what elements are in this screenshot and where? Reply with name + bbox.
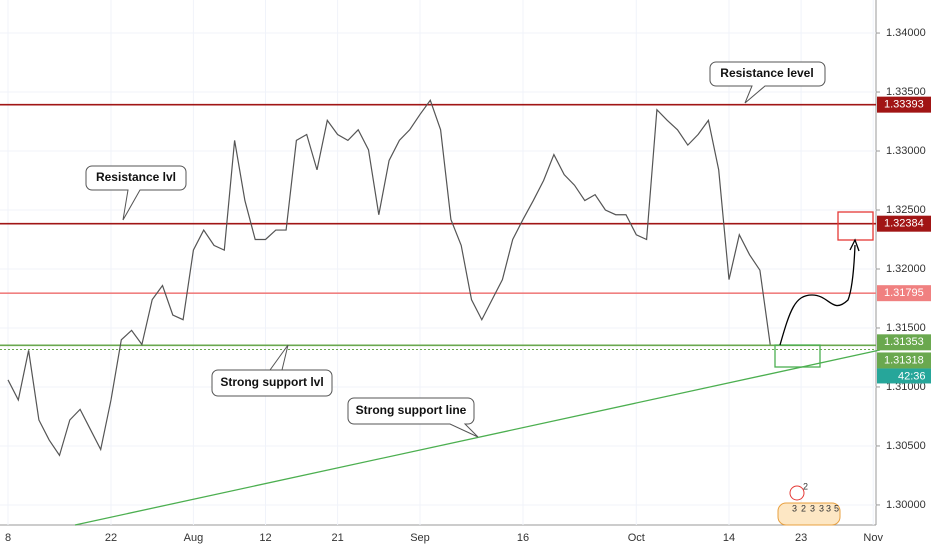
price-tag [877,215,931,232]
callout: Resistance lvl [85,165,187,221]
support-box [774,344,821,368]
price-tag-label: 1.33393 [884,99,924,111]
price-tag [877,334,931,351]
annotation: Strong support line [356,403,467,417]
event-label: 3 [819,503,824,513]
annotation: Resistance level [720,66,813,80]
price-tag-label: 1.31353 [884,336,924,348]
x-tick-label: 21 [331,532,343,544]
callout-box [85,165,187,221]
y-tick-label: 1.33000 [886,145,926,157]
x-tick-label: Sep [410,532,430,544]
y-tick-label: 1.31500 [886,322,926,334]
y-tick-label: 1.30000 [886,499,926,511]
callout-box [709,61,826,104]
y-tick-label: 1.32000 [886,263,926,275]
y-tick-label: 1.32500 [886,204,926,216]
event-label: 2 [803,481,808,491]
event-label: 3 [810,503,815,513]
countdown-label: 42:36 [898,370,926,382]
x-tick-label: 12 [259,532,271,544]
plot [7,99,771,457]
event-icon [789,485,805,501]
callout: Strong support line [347,397,479,438]
annotation: Resistance lvl [96,170,176,184]
x-tick-label: 23 [795,532,807,544]
callout: Strong support lvl [211,344,333,397]
y-tick-label: 1.31000 [886,381,926,393]
price-line [7,99,771,457]
x-tick-label: 16 [517,532,529,544]
price-tag-label: 1.31318 [884,354,924,366]
x-tick-label: 8 [5,532,11,544]
price-tag-label: 1.31795 [884,287,924,299]
x-tick-label: 22 [105,532,117,544]
levels [0,103,876,350]
annotation: Strong support lvl [220,375,323,389]
grid [0,0,876,525]
x-tick-label: Aug [184,532,204,544]
x-tick-label: 14 [723,532,735,544]
event-label: 3 [792,503,797,513]
callout-box [347,397,479,438]
countdown-tag [877,368,931,384]
y-tick-label: 1.33500 [886,86,926,98]
price-tag [877,352,931,369]
price-tag-label: 1.32384 [884,218,924,230]
y-tick-label: 1.30500 [886,440,926,452]
y-tick-label: 1.34000 [886,27,926,39]
event-label: 5 [834,503,839,513]
callout-box [211,344,333,397]
support-line [74,349,881,526]
price-tag [877,285,931,302]
event-badge [777,502,841,526]
arrow-head [849,238,860,252]
events: 2 3 2 3 3 3 5 [777,481,841,526]
forecast-arrow [779,244,856,346]
event-label: 3 [826,503,831,513]
price-tag [877,96,931,113]
x-tick-label: Oct [628,532,645,544]
x-tick-label: Nov [863,532,883,544]
event-label: 2 [801,503,806,513]
callout: Resistance level [709,61,826,104]
